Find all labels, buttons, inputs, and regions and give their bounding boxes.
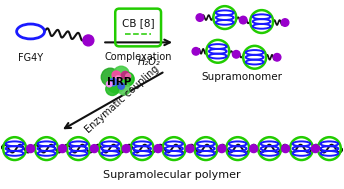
Circle shape <box>113 66 129 82</box>
Circle shape <box>273 53 281 61</box>
Circle shape <box>154 145 162 153</box>
Circle shape <box>83 35 94 46</box>
Text: HRP: HRP <box>107 77 131 87</box>
Circle shape <box>58 145 66 153</box>
Circle shape <box>106 83 119 95</box>
Circle shape <box>192 48 200 55</box>
Text: FG4Y: FG4Y <box>18 53 43 63</box>
Circle shape <box>233 50 240 58</box>
Circle shape <box>115 76 121 82</box>
Circle shape <box>109 78 117 86</box>
Circle shape <box>118 83 125 89</box>
Text: CB [8]: CB [8] <box>122 19 154 29</box>
Circle shape <box>281 19 289 26</box>
Circle shape <box>239 16 247 24</box>
Circle shape <box>118 83 130 95</box>
Circle shape <box>311 145 319 153</box>
Circle shape <box>121 71 129 79</box>
Circle shape <box>196 14 204 21</box>
Circle shape <box>218 145 226 153</box>
Circle shape <box>250 145 258 153</box>
Circle shape <box>90 145 98 153</box>
Text: Supramolecular polymer: Supramolecular polymer <box>103 170 241 180</box>
Text: H₂O₂: H₂O₂ <box>138 57 161 67</box>
Circle shape <box>101 68 119 86</box>
Circle shape <box>126 74 131 79</box>
Circle shape <box>120 72 134 86</box>
Text: Complexation: Complexation <box>105 52 172 62</box>
Circle shape <box>281 145 290 153</box>
Circle shape <box>122 145 130 153</box>
Circle shape <box>26 145 34 153</box>
Circle shape <box>186 145 194 153</box>
Circle shape <box>106 81 112 87</box>
Circle shape <box>112 71 120 79</box>
Text: Enzymatic coupling: Enzymatic coupling <box>83 63 161 135</box>
Circle shape <box>107 75 125 93</box>
Text: Supramonomer: Supramonomer <box>201 72 282 82</box>
